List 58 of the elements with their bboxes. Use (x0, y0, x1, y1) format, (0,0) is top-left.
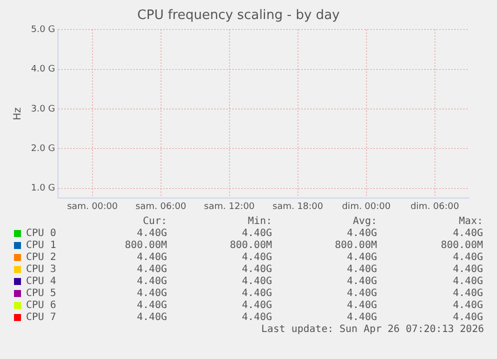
text: 4.40G (452, 288, 483, 299)
text: 4.40G (136, 228, 167, 240)
y-tick-label: 3.0 G (30, 104, 56, 114)
y-tick-label: 5.0 G (30, 24, 56, 35)
text: 4.40G (346, 312, 377, 323)
text: 4.40G (346, 228, 377, 239)
text: 4.40G (452, 228, 483, 239)
legend-label: CPU 6 (26, 300, 56, 312)
text: 4.40G (242, 312, 272, 323)
text: 4.40G (452, 252, 483, 263)
text: 4.40G (136, 264, 167, 276)
text: 4.40G (242, 288, 272, 299)
text: 800.00M (230, 240, 272, 251)
text: 4.40G (452, 264, 483, 275)
legend-label: CPU 1 (26, 240, 56, 252)
text: 4.40G (242, 300, 272, 311)
text: 4.40G (346, 300, 377, 311)
text: 4.40G (136, 288, 167, 300)
x-tick-label: sam. 00:00 (67, 202, 118, 212)
legend-label: CPU 7 (26, 312, 56, 324)
text: 4.40G (452, 276, 483, 287)
x-tick-label: sam. 12:00 (204, 202, 255, 212)
text: 4.40G (136, 300, 167, 312)
text: 4.40G (242, 264, 272, 275)
text: Last update: Sun Apr 26 07:20:13 2026 (261, 324, 484, 336)
y-tick-label: 1.0 G (30, 184, 56, 194)
text: Cur: (142, 216, 167, 228)
text: 4.40G (346, 252, 377, 263)
text: 4.40G (452, 300, 483, 311)
legend-label: CPU 3 (26, 264, 56, 276)
text: 4.40G (346, 288, 377, 299)
text: Max: (458, 216, 483, 227)
text: 800.00M (334, 240, 377, 251)
text: Min: (248, 216, 272, 227)
y-axis-title: Hz (12, 108, 24, 120)
text: 4.40G (346, 264, 377, 275)
x-tick-label: dim. 06:00 (410, 202, 460, 212)
text: 4.40G (346, 276, 377, 287)
legend-label: CPU 0 (26, 228, 56, 240)
y-tick-label: 2.0 G (30, 144, 56, 154)
text: 800.00M (440, 240, 483, 251)
text: 4.40G (242, 252, 272, 263)
legend-label: CPU 5 (26, 288, 56, 300)
text: 4.40G (136, 276, 167, 288)
text: 4.40G (136, 252, 167, 264)
x-tick-label: sam. 18:00 (272, 202, 324, 212)
text: Avg: (352, 216, 377, 227)
x-tick-label: dim. 00:00 (342, 202, 391, 212)
legend-label: CPU 2 (26, 252, 56, 264)
text: 4.40G (452, 312, 483, 323)
text: 800.00M (124, 240, 167, 252)
y-tick-label: 4.0 G (30, 64, 56, 75)
text: 4.40G (242, 276, 272, 287)
x-tick-label: sam. 06:00 (136, 202, 186, 212)
legend-label: CPU 4 (26, 276, 56, 288)
text: 4.40G (136, 312, 167, 324)
chart-title: CPU frequency scaling - by day (137, 8, 340, 24)
text: 4.40G (242, 228, 272, 239)
